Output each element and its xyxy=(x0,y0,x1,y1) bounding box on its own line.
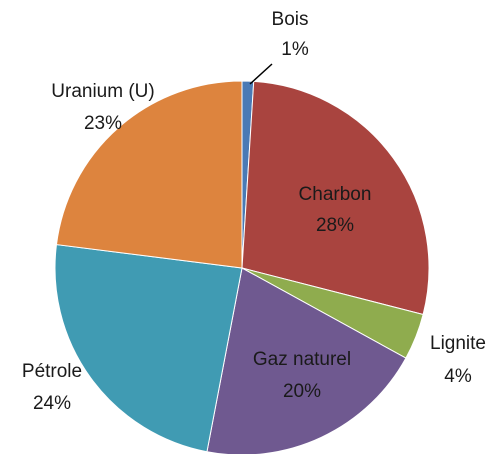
slice-label: Lignite xyxy=(430,333,486,354)
slice-label: Charbon xyxy=(299,184,372,205)
slice-label: Pétrole xyxy=(22,361,82,382)
pie-slice xyxy=(55,80,243,269)
leader-line xyxy=(249,63,273,85)
slice-value: 23% xyxy=(84,113,122,134)
pie-slice xyxy=(54,244,243,453)
pie-slice xyxy=(206,267,407,454)
slice-value: 4% xyxy=(444,366,472,387)
slice-label: Gaz naturel xyxy=(253,349,351,370)
slice-label: Bois xyxy=(272,9,309,30)
slice-value: 1% xyxy=(281,39,309,60)
pie-slice xyxy=(241,80,430,316)
slice-value: 28% xyxy=(316,215,354,236)
slice-value: 24% xyxy=(33,393,71,414)
slice-value: 20% xyxy=(283,381,321,402)
slice-label: Uranium (U) xyxy=(51,81,154,102)
